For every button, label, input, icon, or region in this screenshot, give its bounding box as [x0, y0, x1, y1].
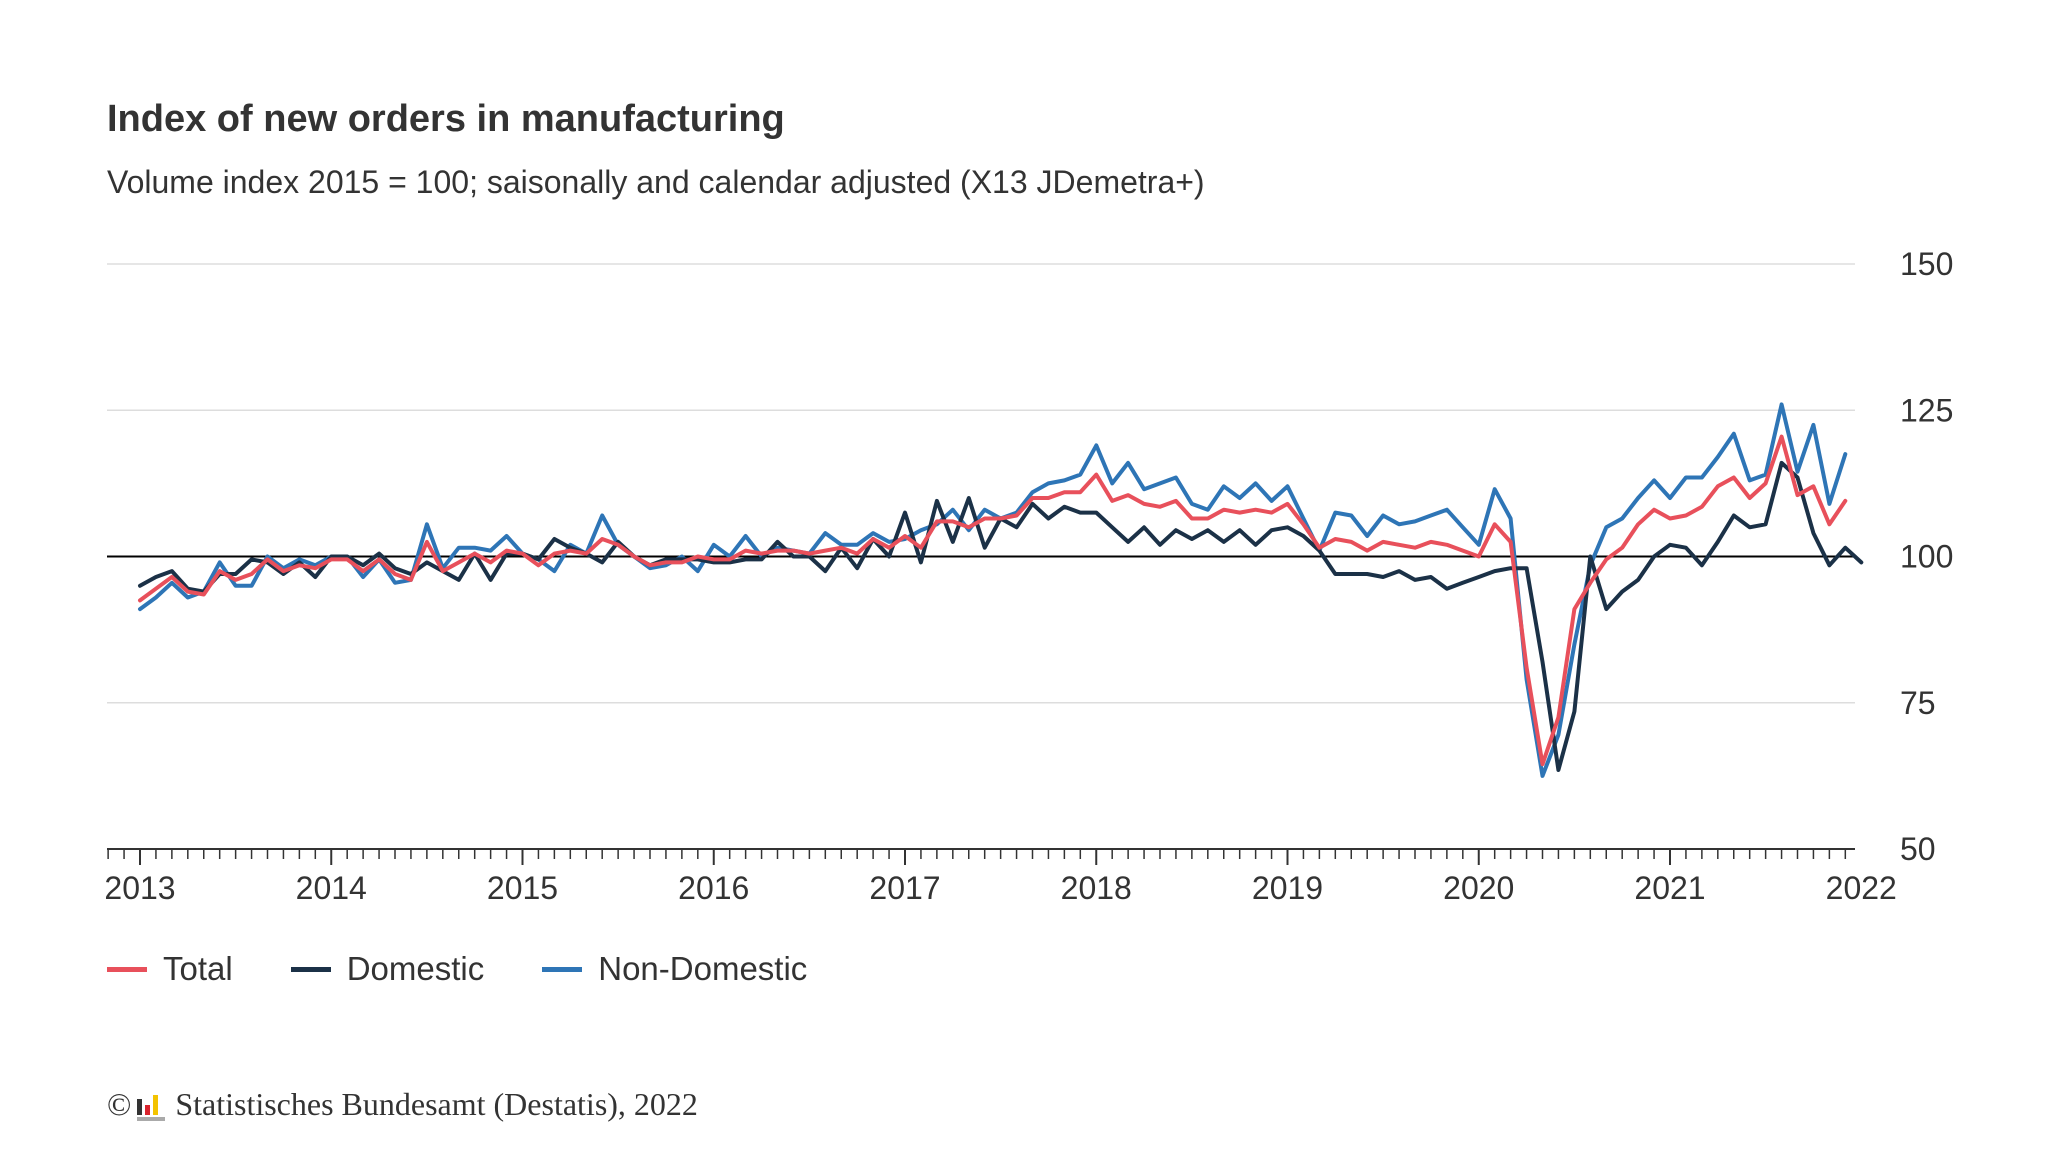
destatis-logo-icon — [137, 1092, 166, 1121]
x-tick-label-2013: 2013 — [104, 870, 175, 906]
x-tick-label-2015: 2015 — [487, 870, 558, 906]
y-tick-label-150: 150 — [1900, 246, 1953, 282]
legend-label-total: Total — [163, 950, 233, 987]
x-axis — [107, 848, 1855, 865]
y-tick-label-50: 50 — [1900, 831, 1936, 867]
legend-swatch-total — [107, 966, 147, 972]
legend-item-domestic[interactable]: Domestic — [290, 950, 485, 988]
x-tick-label-2017: 2017 — [869, 870, 940, 906]
y-tick-label-125: 125 — [1900, 392, 1953, 428]
y-tick-labels: 150 125 100 75 50 — [1900, 246, 1953, 867]
footer-text: Statistisches Bundesamt (Destatis), 2022 — [175, 1086, 698, 1122]
chart-title: Index of new orders in manufacturing — [107, 98, 785, 140]
legend-label-domestic: Domestic — [346, 950, 485, 987]
legend-item-total[interactable]: Total — [107, 950, 233, 988]
legend-label-non-domestic: Non-Domestic — [598, 950, 808, 987]
x-tick-label-2022: 2022 — [1826, 870, 1897, 906]
copyright-symbol: © — [107, 1086, 132, 1122]
series-line-domestic — [138, 460, 1864, 772]
y-tick-label-100: 100 — [1900, 539, 1953, 575]
x-tick-label-2020: 2020 — [1443, 870, 1514, 906]
legend-swatch-domestic — [290, 966, 331, 972]
x-tick-label-2018: 2018 — [1061, 870, 1132, 906]
x-tick-label-2014: 2014 — [296, 870, 367, 906]
series-lines — [138, 402, 1864, 778]
footer-credit: © Statistisches Bundesamt (Destatis), 20… — [107, 1086, 698, 1123]
x-tick-labels: 2013 2014 2015 2016 2017 2018 2019 2020 2021 2022 — [104, 870, 1896, 906]
chart-subtitle: Volume index 2015 = 100; saisonally and … — [107, 164, 1205, 200]
y-tick-label-75: 75 — [1900, 685, 1936, 721]
x-tick-label-2016: 2016 — [678, 870, 749, 906]
x-tick-label-2021: 2021 — [1634, 870, 1705, 906]
x-tick-label-2019: 2019 — [1252, 870, 1323, 906]
legend: Total Domestic Non-Domestic — [107, 950, 865, 988]
series-line-non-domestic — [138, 402, 1848, 778]
series-line-total — [138, 434, 1848, 767]
legend-item-non-domestic[interactable]: Non-Domestic — [542, 950, 807, 988]
legend-swatch-non-domestic — [542, 966, 583, 972]
grid-lines — [107, 263, 1855, 704]
